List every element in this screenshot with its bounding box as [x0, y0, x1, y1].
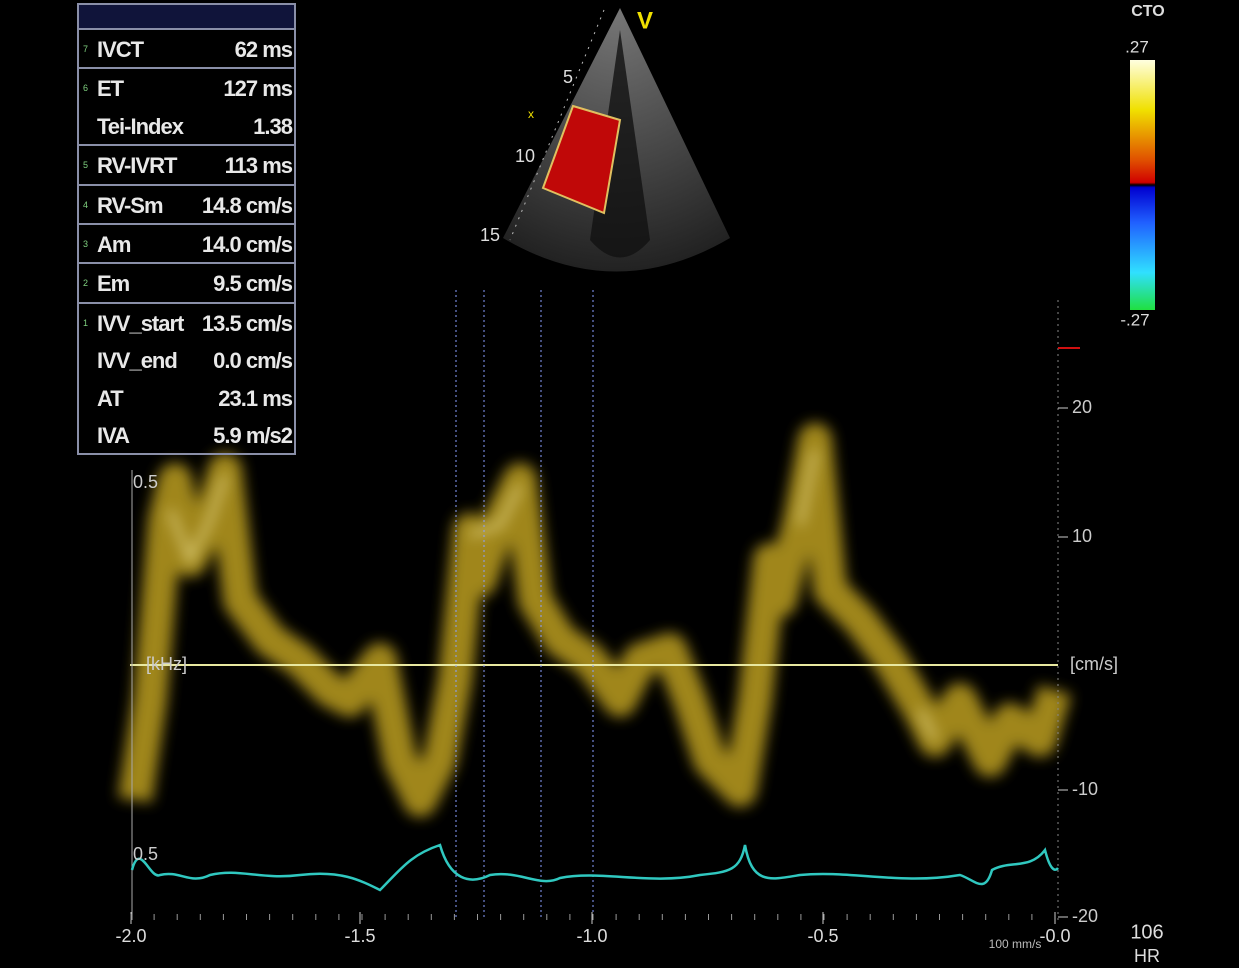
color-mode: CTO — [1131, 3, 1164, 20]
measurement-row: AT 23.1 ms — [79, 379, 294, 416]
measurement-row: RV-Sm 14.8 cm/s — [79, 186, 294, 223]
measurement-value: 23.1 ms — [218, 386, 292, 412]
frequency-label: 0.5 — [133, 844, 158, 864]
measurement-value: 14.8 cm/s — [202, 193, 292, 219]
measurement-row: IVA 5.9 m/s2 — [79, 416, 294, 453]
measurement-label: Am — [97, 232, 130, 258]
depth-mark: 10 — [515, 146, 535, 166]
color-bar — [1130, 60, 1155, 310]
depth-mark: 15 — [480, 225, 500, 245]
time-tick-label: -0.0 — [1039, 926, 1070, 946]
frequency-label: 0.5 — [133, 472, 158, 492]
measurement-value: 13.5 cm/s — [202, 311, 292, 337]
measurement-row: Tei-Index 1.38 — [79, 107, 294, 144]
ultrasound-screen: V 5 10 15 x CTO .27 -.27 20 10 -10 -20 -2.0 -… — [0, 0, 1239, 968]
measurement-label: Em — [97, 271, 129, 297]
measurement-label: ET — [97, 76, 123, 102]
color-max: .27 — [1125, 37, 1149, 56]
frequency-unit: [kHz] — [146, 654, 187, 674]
measurement-value: 0.0 cm/s — [213, 348, 292, 374]
measurement-value: 127 ms — [223, 76, 292, 102]
measurement-row: ET 127 ms — [79, 69, 294, 106]
measurement-value: 113 ms — [225, 153, 292, 179]
measurement-value: 1.38 — [253, 114, 292, 140]
measurement-row: Am 14.0 cm/s — [79, 225, 294, 262]
measurement-row: IVCT 62 ms — [79, 30, 294, 67]
depth-mark: 5 — [563, 67, 573, 87]
time-tick-label: -1.5 — [344, 926, 375, 946]
measurement-value: 62 ms — [235, 37, 292, 63]
focus-marker: x — [528, 107, 534, 121]
velocity-unit: [cm/s] — [1070, 654, 1118, 674]
measurement-label: RV-Sm — [97, 193, 163, 219]
measurement-value: 9.5 cm/s — [213, 271, 292, 297]
velocity-tick-label: -20 — [1072, 906, 1098, 926]
heart-rate: 106 — [1130, 921, 1163, 943]
measurement-label: AT — [97, 386, 123, 412]
measurement-value: 5.9 m/s2 — [213, 423, 292, 449]
measurement-row: Em 9.5 cm/s — [79, 264, 294, 301]
doppler-spectrum — [135, 440, 1055, 800]
measurement-label: IVCT — [97, 37, 143, 63]
color-min: -.27 — [1120, 310, 1149, 329]
velocity-tick-label: 20 — [1072, 397, 1092, 417]
measurement-label: IVV_start — [97, 311, 183, 337]
measurement-value: 14.0 cm/s — [202, 232, 292, 258]
heart-rate-label: HR — [1134, 946, 1160, 966]
measurement-row: IVV_end 0.0 cm/s — [79, 341, 294, 378]
measurement-row: RV-IVRT 113 ms — [79, 146, 294, 183]
time-tick-label: -2.0 — [115, 926, 146, 946]
measurement-row: IVV_start 13.5 cm/s — [79, 304, 294, 341]
velocity-tick-label: -10 — [1072, 779, 1098, 799]
velocity-tick-label: 10 — [1072, 526, 1092, 546]
panel-header — [77, 3, 296, 30]
time-tick-label: -0.5 — [807, 926, 838, 946]
measurement-label: RV-IVRT — [97, 153, 176, 179]
time-tick-label: -1.0 — [576, 926, 607, 946]
ecg-trace — [132, 845, 1058, 890]
sweep-speed: 100 mm/s — [989, 937, 1042, 951]
measurement-label: Tei-Index — [97, 114, 183, 140]
measurement-label: IVV_end — [97, 348, 177, 374]
measurement-label: IVA — [97, 423, 129, 449]
sector-label: V — [637, 7, 653, 34]
